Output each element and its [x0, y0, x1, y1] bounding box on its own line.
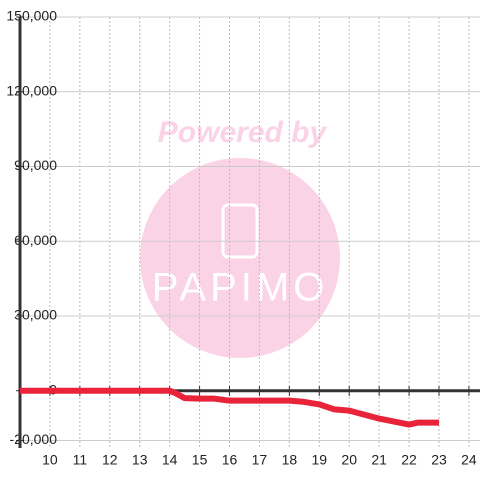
- y-tick-label: 30,000: [14, 307, 57, 323]
- x-tick-label: 22: [401, 452, 417, 468]
- x-tick-label: 20: [341, 452, 357, 468]
- x-tick-label: 15: [192, 452, 208, 468]
- y-tick-label: 60,000: [14, 232, 57, 248]
- watermark-logo: PAPIMO: [152, 266, 329, 310]
- x-tick-label: 19: [311, 452, 327, 468]
- data-line: [20, 387, 439, 428]
- y-tick-label: 120,000: [6, 82, 57, 98]
- x-tick-label: 11: [73, 452, 88, 468]
- x-tick-label: 12: [102, 452, 118, 468]
- x-tick-label: 13: [132, 452, 148, 468]
- x-tick-label: 18: [282, 452, 298, 468]
- x-tick-label: 16: [222, 452, 238, 468]
- y-tick-label: 150,000: [6, 8, 57, 24]
- x-tick-label: 10: [42, 452, 58, 468]
- y-tick-label: 90,000: [14, 157, 57, 173]
- watermark-top: Powered by: [158, 116, 328, 149]
- x-tick-label: 23: [431, 452, 447, 468]
- x-tick-label: 24: [461, 452, 477, 468]
- x-tick-label: 14: [162, 452, 178, 468]
- y-tick-label: -20,000: [10, 431, 58, 447]
- watermark-phone: [221, 203, 259, 259]
- x-tick-label: 17: [252, 452, 268, 468]
- x-tick-label: 21: [371, 452, 387, 468]
